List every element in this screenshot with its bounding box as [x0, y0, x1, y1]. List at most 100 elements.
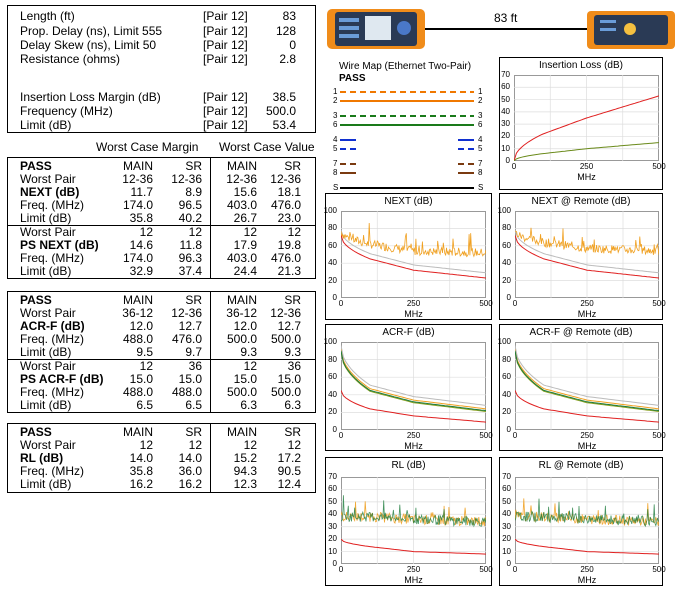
- summary-value: 0: [289, 38, 296, 52]
- results-table-3: [7, 423, 316, 493]
- chart-xtick: 250: [580, 299, 594, 308]
- cell-value: 9.3: [240, 345, 257, 360]
- wiremap-pin-left: 4: [333, 135, 338, 144]
- table-divider: [210, 157, 212, 279]
- row-label: Worst Pair: [20, 306, 76, 321]
- device-diagram: [327, 9, 675, 49]
- cell-value: 476.0: [270, 250, 301, 265]
- summary-value: 128: [275, 24, 296, 38]
- chart-xtick: 0: [512, 565, 518, 574]
- chart-xtick: 500: [652, 162, 666, 171]
- results-table-1: [7, 157, 316, 279]
- cell-value: 12: [243, 438, 257, 453]
- cell-value: 12: [287, 224, 301, 239]
- wiremap-pin-left: S: [333, 183, 339, 192]
- cell-value: 36: [287, 358, 301, 373]
- chart-xtick: 0: [511, 162, 517, 171]
- cell-value: MAIN: [227, 293, 257, 307]
- row-label: NEXT (dB): [20, 185, 80, 200]
- cell-value: 174.0: [122, 198, 153, 213]
- cell-value: 21.3: [277, 263, 301, 278]
- chart-xtick: 500: [652, 299, 666, 308]
- cell-value: 6.3: [240, 397, 257, 412]
- chart-xtick: 250: [406, 565, 421, 574]
- wiremap-pin-left: 5: [333, 144, 338, 153]
- chart-ytick: 50: [501, 94, 510, 104]
- wiremap-pin-left: 2: [333, 96, 338, 105]
- chart-xlabel: MHz: [404, 441, 423, 451]
- summary-box: [7, 5, 316, 133]
- cell-value: 12.0: [233, 319, 257, 334]
- cell-value: 12: [139, 358, 153, 373]
- chart-series-line: [515, 229, 659, 274]
- cell-value: 500.0: [226, 332, 257, 347]
- chart-plot-area: [341, 477, 486, 564]
- summary-label: Length (ft): [20, 9, 75, 23]
- chart-plot-area: [515, 211, 659, 298]
- summary-label: Limit (dB): [20, 118, 72, 132]
- chart-series-line: [341, 222, 486, 258]
- row-label: PS NEXT (dB): [20, 237, 99, 252]
- chart-limit-line: [515, 390, 659, 423]
- wiremap-pin-right: 7: [478, 159, 483, 168]
- cell-value: 96.3: [178, 250, 202, 265]
- chart-ytick: 40: [501, 106, 510, 116]
- wiremap-title: Wire Map (Ethernet Two-Pair): [339, 61, 472, 72]
- chart-xtick: 250: [579, 162, 594, 171]
- table-divider: [210, 423, 212, 493]
- chart-xtick: 250: [406, 431, 421, 440]
- chart-ytick: 50: [502, 496, 511, 506]
- summary-label: Resistance (ohms): [20, 52, 121, 66]
- row-label: Worst Pair: [20, 224, 76, 239]
- summary-value: 500.0: [265, 104, 296, 118]
- cell-value: 6.3: [284, 397, 301, 412]
- cell-value: 17.9: [233, 237, 257, 252]
- wiremap-pin-left: 6: [333, 120, 338, 129]
- cell-value: SR: [284, 425, 301, 439]
- chart-ytick: 0: [506, 293, 511, 302]
- cell-value: 8.9: [185, 185, 202, 200]
- summary-pair: [Pair 12]: [203, 90, 248, 104]
- row-label: Freq. (MHz): [20, 464, 84, 479]
- cell-value: 35.8: [129, 211, 153, 226]
- chart-series-line: [515, 351, 659, 412]
- cell-value: SR: [284, 159, 301, 173]
- chart-ytick: 80: [328, 223, 337, 233]
- chart-xtick: 0: [338, 431, 344, 440]
- chart-xtick: 500: [652, 565, 666, 574]
- cell-value: 11.8: [179, 237, 202, 252]
- cell-value: 11.7: [130, 185, 153, 200]
- cell-value: 14.0: [178, 451, 202, 466]
- chart-title: RL (dB): [391, 460, 426, 471]
- cell-value: 500.0: [270, 332, 301, 347]
- cell-value: SR: [185, 159, 202, 173]
- wiremap-pin-left: 7: [333, 159, 338, 168]
- chart-xtick: 0: [512, 431, 518, 440]
- wiremap-pin-right: S: [478, 183, 484, 192]
- chart-xlabel: MHz: [577, 441, 597, 451]
- chart-ytick: 40: [502, 389, 511, 399]
- table-divider: [7, 224, 316, 226]
- chart-series-line: [515, 350, 659, 412]
- chart-ytick: 20: [502, 534, 511, 544]
- chart-ytick: 100: [323, 337, 337, 346]
- row-label: Freq. (MHz): [20, 250, 84, 265]
- cell-value: 9.5: [136, 345, 153, 360]
- chart-xtick: 250: [580, 431, 594, 440]
- chart-ytick: 80: [328, 354, 337, 364]
- cell-value: 488.0: [122, 332, 153, 347]
- chart-ytick: 40: [502, 509, 511, 519]
- cell-value: 15.0: [233, 371, 257, 386]
- cell-value: 19.8: [277, 237, 301, 252]
- table-divider: [210, 291, 212, 413]
- header-worst-case-margin: Worst Case Margin: [96, 140, 199, 154]
- chart-ytick: 70: [501, 70, 510, 79]
- summary-value: 38.5: [272, 90, 296, 104]
- cell-value: 12: [139, 224, 153, 239]
- wiremap-pin-left: 8: [333, 168, 338, 177]
- cell-value: MAIN: [227, 425, 257, 439]
- wiremap-pin-left: 3: [333, 111, 338, 120]
- cell-value: 12: [188, 224, 202, 239]
- chart-ytick: 40: [502, 258, 511, 268]
- chart-series-line: [514, 142, 659, 161]
